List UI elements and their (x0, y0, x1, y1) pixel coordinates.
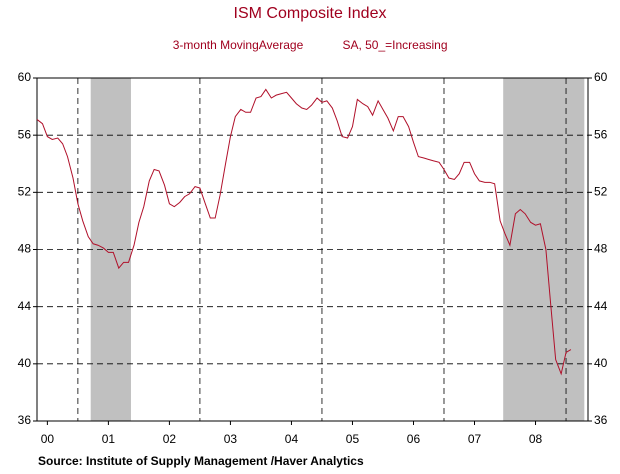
y-tick-label: 52 (18, 185, 32, 199)
x-tick-label: 08 (529, 432, 543, 446)
chart-title: ISM Composite Index (234, 5, 387, 22)
y-tick-label: 48 (18, 242, 32, 256)
y2-tick-label: 56 (594, 127, 608, 141)
y-tick-label: 40 (18, 356, 32, 370)
chart-subtitle: SA, 50_=Increasing (342, 38, 447, 52)
x-tick-label: 01 (102, 432, 116, 446)
x-tick-label: 03 (224, 432, 238, 446)
y2-tick-label: 48 (594, 242, 608, 256)
y-tick-label: 60 (18, 70, 32, 84)
x-tick-label: 02 (163, 432, 177, 446)
source-note: Source: Institute of Supply Management /… (38, 454, 364, 468)
y2-tick-label: 40 (594, 356, 608, 370)
x-tick-label: 04 (285, 432, 299, 446)
y-tick-label: 44 (18, 299, 32, 313)
x-tick-label: 06 (407, 432, 421, 446)
y2-tick-label: 60 (594, 70, 608, 84)
data-line (36, 88, 572, 376)
y-tick-label: 36 (18, 413, 32, 427)
x-tick-label: 00 (41, 432, 55, 446)
chart-subtitle: 3-month MovingAverage (173, 38, 304, 52)
y-tick-label: 56 (18, 127, 32, 141)
y2-tick-label: 44 (594, 299, 608, 313)
x-tick-label: 05 (346, 432, 360, 446)
y2-tick-label: 36 (594, 413, 608, 427)
y2-tick-label: 52 (594, 185, 608, 199)
plot-frame (36, 77, 589, 422)
x-tick-label: 07 (468, 432, 482, 446)
